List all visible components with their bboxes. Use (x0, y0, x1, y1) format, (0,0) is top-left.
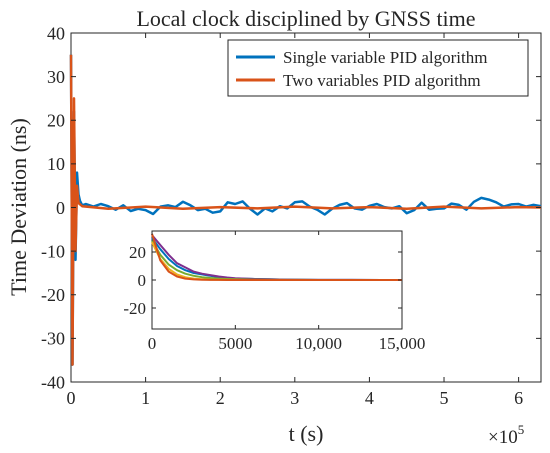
x-axis-exponent-base: ×10 (488, 427, 518, 448)
legend-label-single-variable: Single variable PID algorithm (283, 48, 487, 67)
main-y-tick-label: 30 (47, 67, 65, 87)
main-y-tick-label: -30 (41, 329, 65, 349)
inset-x-tick-label: 15,000 (379, 334, 426, 353)
main-x-tick-label: 5 (440, 388, 449, 408)
chart-title: Local clock disciplined by GNSS time (136, 6, 475, 31)
legend: Single variable PID algorithm Two variab… (227, 39, 529, 97)
inset-x-tick-label: 10,000 (295, 334, 342, 353)
main-y-tick-label: 20 (47, 111, 65, 131)
inset-x-tick-label: 5000 (218, 334, 252, 353)
inset-y-tick-label: 0 (138, 271, 147, 290)
inset-y-tick-label: -20 (123, 299, 146, 318)
inset-series-group (151, 233, 403, 281)
x-axis-label: t (s) (289, 421, 324, 446)
inset-series-line-4 (151, 233, 402, 281)
legend-label-two-variables: Two variables PID algorithm (283, 71, 481, 90)
main-y-tick-label: -40 (41, 372, 65, 392)
main-y-tick-label: 0 (56, 198, 65, 218)
main-y-tick-label: -10 (41, 241, 65, 261)
main-x-tick-label: 4 (365, 388, 374, 408)
main-ticks-group: 0 1 2 3 4 5 6 40 30 20 10 0 -10 -20 -30 -40 (41, 23, 541, 408)
x-axis-exponent-power: 5 (518, 422, 525, 437)
x-axis-exponent: ×105 (488, 422, 524, 448)
main-y-tick-label: 10 (47, 154, 65, 174)
y-axis-label: Time Deviation (ns) (6, 118, 31, 296)
main-y-tick-label: 40 (47, 23, 65, 43)
main-series-line-1 (69, 54, 542, 366)
legend-box (227, 39, 529, 97)
main-x-tick-label: 1 (141, 388, 150, 408)
inset-y-tick-label: 20 (129, 243, 146, 262)
main-series-group (69, 54, 542, 366)
main-x-tick-label: 2 (216, 388, 225, 408)
main-x-tick-label: 3 (290, 388, 299, 408)
main-y-tick-label: -20 (41, 285, 65, 305)
inset-x-tick-label: 0 (148, 334, 157, 353)
main-x-tick-label: 6 (514, 388, 523, 408)
main-x-tick-label: 0 (67, 388, 76, 408)
svg-text:×105: ×105 (488, 422, 524, 448)
